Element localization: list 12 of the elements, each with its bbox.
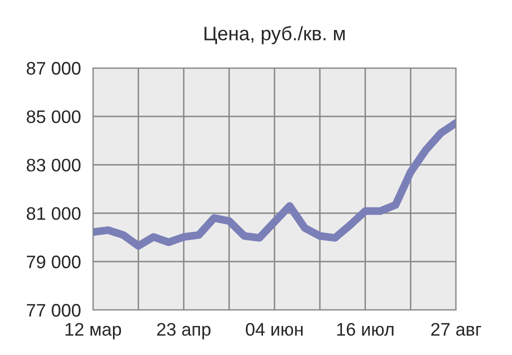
y-tick-label: 85 000	[26, 110, 80, 124]
x-tick-label: 27 авг	[431, 322, 482, 336]
y-tick-label: 79 000	[26, 256, 80, 268]
x-tick-label: 16 июл	[337, 322, 394, 336]
y-tick-label: 83 000	[26, 158, 80, 172]
chart-title: Цена, руб./кв. м	[204, 26, 345, 44]
y-tick-label: 77 000	[26, 304, 80, 317]
x-tick-label: 12 мар	[66, 322, 122, 340]
x-tick-label: 04 июн	[246, 322, 303, 336]
y-tick-label: 87 000	[26, 62, 80, 75]
y-tick-label: 81 000	[26, 207, 80, 220]
x-tick-label: 23 апр	[157, 322, 210, 340]
